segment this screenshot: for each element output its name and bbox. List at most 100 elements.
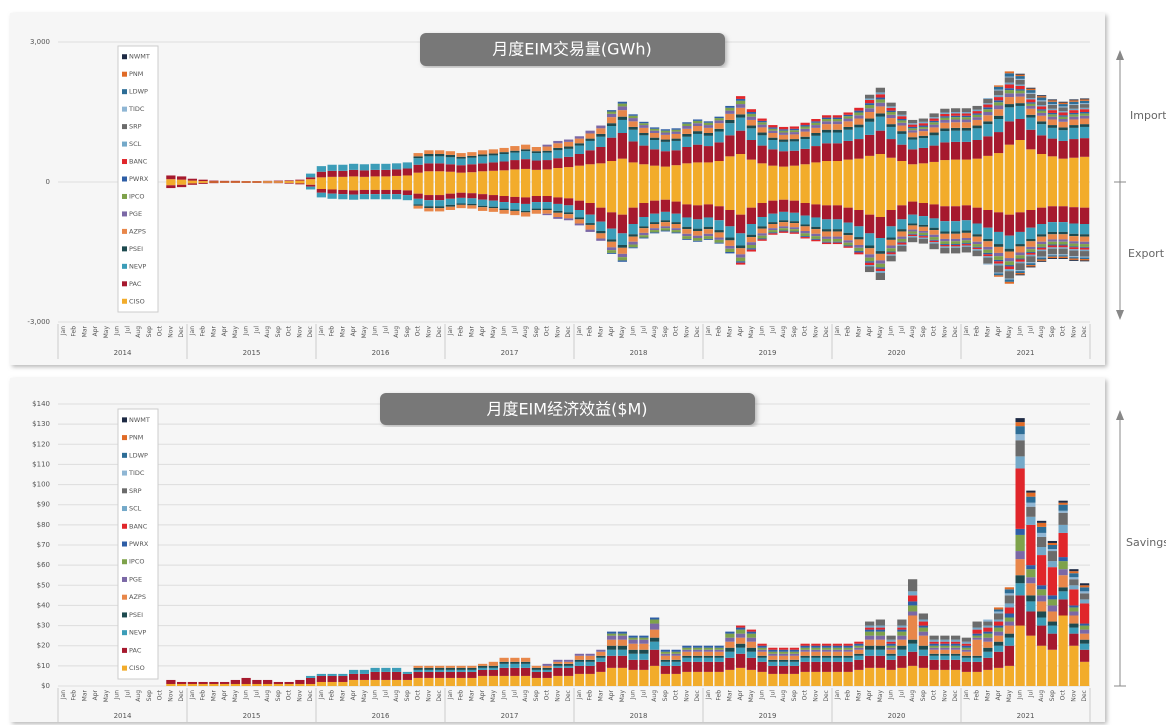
bar — [650, 213, 660, 223]
bar — [1047, 112, 1057, 115]
bar — [843, 671, 853, 686]
bar — [865, 118, 875, 122]
bar — [736, 233, 746, 246]
x-tick-label: Nov — [941, 690, 948, 702]
bar — [542, 210, 552, 214]
bar — [832, 671, 842, 686]
bar — [574, 653, 584, 656]
bar — [875, 631, 885, 636]
bar — [564, 218, 574, 221]
bar — [1004, 595, 1014, 604]
bar — [542, 150, 552, 153]
bar — [478, 154, 488, 157]
bar — [413, 153, 423, 157]
bar — [725, 226, 735, 238]
bar — [1037, 110, 1047, 113]
bar — [456, 182, 466, 193]
bar — [886, 254, 896, 256]
legend-label: PAC — [129, 280, 142, 288]
bar — [832, 645, 842, 648]
bar — [327, 189, 337, 194]
bar — [875, 251, 885, 254]
bar — [714, 651, 724, 656]
bar — [800, 131, 810, 137]
bar — [510, 675, 520, 686]
bar — [1080, 156, 1090, 182]
bar — [1026, 114, 1036, 118]
bar — [467, 193, 477, 199]
bar — [1015, 625, 1025, 686]
bar — [961, 232, 971, 238]
bar — [1037, 207, 1047, 224]
bar — [961, 655, 971, 658]
bar — [220, 683, 230, 686]
bar — [1037, 532, 1047, 537]
bar — [564, 665, 574, 668]
bar — [1037, 249, 1047, 252]
bar — [897, 631, 907, 636]
bar — [1080, 603, 1090, 624]
bar — [822, 647, 832, 650]
bar — [746, 651, 756, 658]
bar — [768, 659, 778, 662]
bar — [972, 247, 982, 250]
bar — [359, 164, 369, 171]
x-tick-label: Apr — [221, 325, 228, 336]
x-tick-label: Nov — [554, 326, 561, 338]
bar — [639, 133, 649, 136]
bar — [1080, 244, 1090, 247]
bar — [983, 104, 993, 108]
bar — [478, 667, 488, 670]
bar — [574, 182, 584, 201]
bar — [822, 649, 832, 652]
bar — [693, 240, 703, 242]
bar — [521, 197, 531, 204]
bar — [596, 136, 606, 147]
x-tick-label: Nov — [683, 690, 690, 702]
bar — [736, 107, 746, 115]
bar — [961, 243, 971, 245]
bar — [1080, 633, 1090, 640]
bar — [1037, 595, 1047, 602]
bar — [521, 182, 531, 198]
bar — [929, 243, 939, 250]
bar — [843, 118, 853, 122]
x-tick-label: Apr — [479, 689, 486, 700]
bar — [843, 245, 853, 247]
bar — [295, 182, 305, 184]
bar — [198, 181, 208, 182]
bar — [639, 121, 649, 124]
bar — [822, 231, 832, 237]
bar — [1015, 96, 1025, 104]
bar — [349, 182, 359, 191]
x-tick-label: Aug — [651, 326, 658, 338]
x-tick-label: Jul — [1027, 690, 1034, 699]
bar — [456, 197, 466, 204]
bar — [757, 135, 767, 146]
bar — [779, 649, 789, 652]
x-tick-label: Nov — [425, 690, 432, 702]
x-tick-label: Sep — [533, 326, 540, 338]
bar — [316, 192, 326, 198]
bar — [585, 150, 595, 165]
bar — [1069, 110, 1079, 113]
bar — [908, 229, 918, 232]
bar — [1037, 109, 1047, 111]
bar — [198, 182, 208, 183]
x-tick-label: Jun — [888, 690, 895, 701]
bar — [435, 154, 445, 157]
x-tick-label: Aug — [780, 326, 787, 338]
bar — [897, 649, 907, 656]
bar — [617, 233, 627, 245]
bar — [940, 108, 950, 113]
bar — [951, 659, 961, 670]
bar — [1069, 250, 1079, 257]
legend-label: NWMT — [129, 53, 150, 61]
bar — [1015, 270, 1025, 272]
bar — [1037, 555, 1047, 586]
bar — [1015, 244, 1025, 247]
bar — [779, 129, 789, 131]
bar — [585, 182, 595, 203]
bar — [908, 126, 918, 129]
bar — [908, 605, 918, 612]
